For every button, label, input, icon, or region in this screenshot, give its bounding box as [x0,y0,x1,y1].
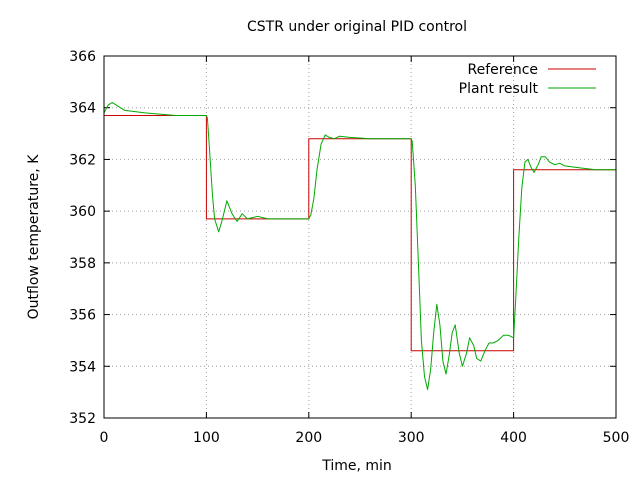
x-tick-label: 0 [100,430,109,446]
x-axis-label: Time, min [321,458,392,474]
legend-label: Reference [468,62,539,78]
x-tick-label: 200 [295,430,322,446]
y-tick-label: 352 [69,411,96,427]
y-axis: 352 354 356 358 360 362 364 366 [69,49,616,427]
y-tick-label: 356 [69,308,96,324]
y-tick-label: 360 [69,204,96,220]
series-line-2 [103,102,616,391]
y-tick-label: 364 [69,101,96,117]
y-tick-label: 362 [69,152,96,168]
plot-frame [103,55,617,419]
chart-title: CSTR under original PID control [247,19,467,35]
legend-label: Plant result [459,81,539,97]
grid [104,56,616,418]
series-line-1 [104,115,616,352]
y-tick-label: 354 [69,359,96,375]
x-tick-label: 400 [500,430,527,446]
y-axis-label: Outflow temperature, K [26,154,42,320]
y-tick-label: 358 [69,256,96,272]
x-tick-label: 500 [603,430,630,446]
x-tick-label: 300 [398,430,425,446]
legend: Reference Plant result [459,62,596,97]
x-axis: 0 100 200 300 400 500 [100,56,630,446]
plot-lines [103,102,616,391]
x-tick-label: 100 [193,430,220,446]
y-tick-label: 366 [69,49,96,65]
